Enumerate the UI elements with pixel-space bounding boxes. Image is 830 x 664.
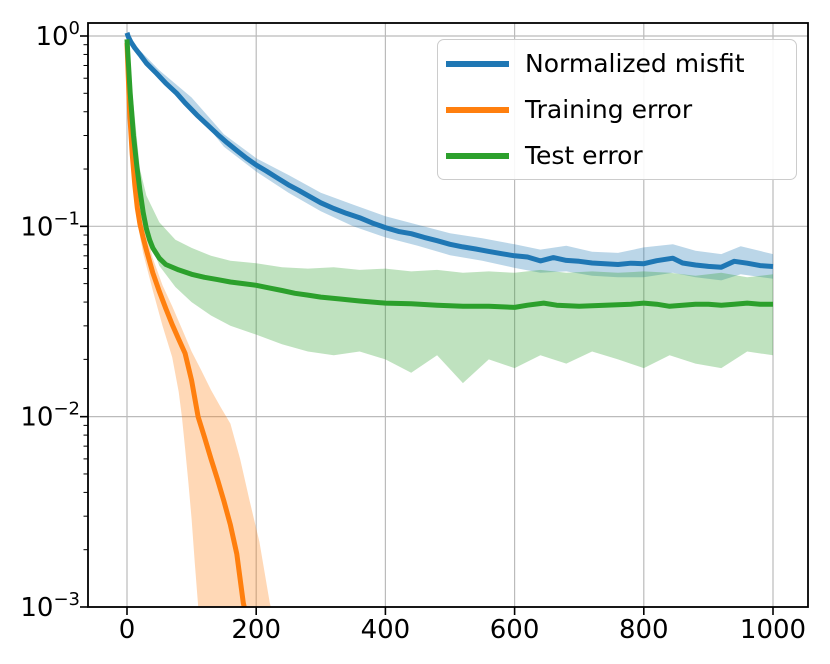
x-tick-label-400: 400 bbox=[361, 615, 411, 645]
series-test-error bbox=[124, 39, 773, 310]
x-tick-label-600: 600 bbox=[490, 615, 540, 645]
y-tick-label-10^-2: 10−2 bbox=[20, 399, 80, 433]
y-tick-label-10^-1: 10−1 bbox=[20, 208, 80, 242]
series-training-error bbox=[124, 42, 247, 607]
x-tick-label-200: 200 bbox=[231, 615, 281, 645]
legend-entry-normalized-misfit: Normalized misfit bbox=[438, 41, 796, 86]
axes-spines bbox=[87, 22, 809, 608]
legend-line-green-icon bbox=[446, 152, 509, 159]
legend-label: Normalized misfit bbox=[525, 49, 745, 78]
series-normalized-misfit bbox=[124, 32, 774, 270]
y-tick-label-10^-3: 10−3 bbox=[20, 589, 80, 623]
legend-line-blue-icon bbox=[446, 60, 509, 67]
band-normalized-misfit bbox=[127, 32, 773, 281]
band-training-error bbox=[127, 41, 271, 607]
legend-label: Test error bbox=[525, 141, 643, 170]
legend-line-orange-icon bbox=[446, 106, 509, 113]
legend-entry-training-error: Training error bbox=[438, 87, 796, 132]
legend-label: Training error bbox=[525, 95, 693, 124]
x-axis: 0 200 400 600 800 1000 bbox=[119, 607, 806, 645]
y-axis: 100 10−1 10−2 10−3 bbox=[20, 18, 88, 623]
legend: Normalized misfit Training error Test er… bbox=[437, 39, 797, 180]
y-tick-label-10^0: 100 bbox=[35, 18, 80, 52]
x-tick-label-800: 800 bbox=[619, 615, 669, 645]
band-test-error bbox=[127, 38, 773, 384]
x-tick-label-0: 0 bbox=[119, 615, 136, 645]
x-tick-label-1000: 1000 bbox=[740, 615, 806, 645]
legend-entry-test-error: Test error bbox=[438, 133, 796, 178]
